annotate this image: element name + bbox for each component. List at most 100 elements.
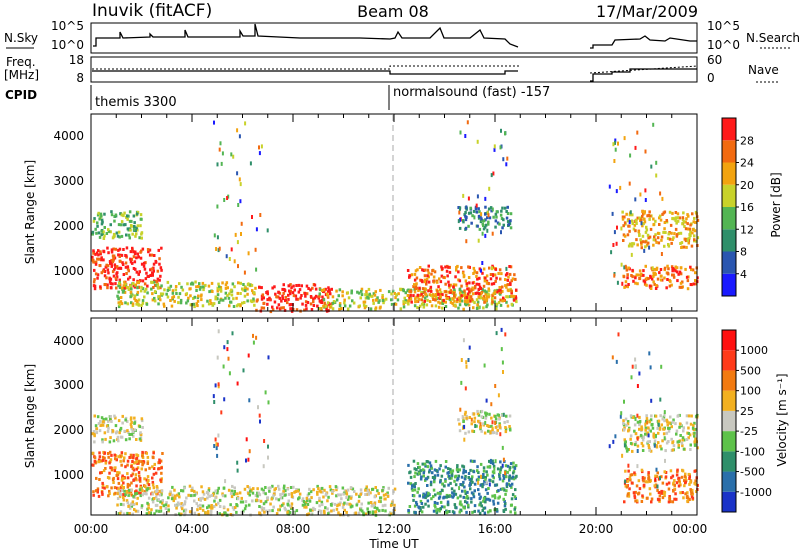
power-cell bbox=[663, 227, 666, 231]
velocity-cell bbox=[141, 493, 145, 497]
velocity-cell bbox=[180, 512, 183, 516]
velocity-cell bbox=[369, 491, 372, 495]
velocity-cell bbox=[425, 494, 428, 498]
power-cell bbox=[143, 289, 146, 293]
power-cell bbox=[291, 291, 295, 295]
velocity-cell bbox=[629, 434, 633, 438]
velocity-cell bbox=[483, 511, 487, 515]
velocity-cell bbox=[482, 506, 485, 510]
velocity-cell bbox=[640, 441, 644, 445]
velocity-ylabel: Slant Range [km] bbox=[23, 364, 37, 468]
power-cell bbox=[647, 241, 650, 245]
velocity-cell bbox=[258, 505, 261, 508]
power-cell bbox=[201, 304, 205, 308]
velocity-cell bbox=[114, 416, 117, 420]
velocity-cell bbox=[367, 501, 370, 505]
velocity-cell bbox=[624, 469, 627, 473]
power-cell bbox=[129, 250, 133, 254]
velocity-cell bbox=[343, 508, 346, 512]
power-cell bbox=[679, 231, 683, 235]
velocity-cell bbox=[155, 488, 159, 492]
power-sparse-cell bbox=[244, 121, 247, 126]
velocity-cell bbox=[308, 499, 312, 503]
power-sparse-cell bbox=[505, 266, 508, 271]
velocity-sparse-cell bbox=[631, 364, 634, 369]
power-cell bbox=[416, 268, 419, 272]
power-sparse-cell bbox=[661, 196, 664, 201]
power-colorbar-tick: 28 bbox=[740, 134, 754, 147]
power-cell bbox=[379, 305, 382, 309]
power-sparse-cell bbox=[650, 164, 653, 169]
velocity-cell bbox=[480, 476, 484, 479]
power-cell bbox=[103, 274, 107, 278]
power-cell bbox=[219, 288, 223, 292]
velocity-cell bbox=[286, 510, 289, 514]
power-cell bbox=[477, 292, 481, 296]
velocity-sparse-cell bbox=[649, 365, 652, 370]
power-cell bbox=[129, 295, 132, 299]
power-cell bbox=[118, 266, 122, 270]
power-cell bbox=[292, 284, 295, 288]
power-cell bbox=[644, 264, 647, 268]
power-cell bbox=[122, 248, 125, 251]
power-cell bbox=[396, 298, 400, 302]
velocity-cell bbox=[326, 499, 329, 503]
power-cell bbox=[273, 285, 276, 289]
beam-title: Beam 08 bbox=[357, 2, 429, 21]
velocity-cell bbox=[320, 486, 324, 490]
velocity-cell bbox=[147, 506, 150, 510]
velocity-sparse-cell bbox=[484, 420, 487, 425]
velocity-cell bbox=[121, 474, 124, 478]
velocity-cell bbox=[471, 429, 474, 433]
power-cell bbox=[96, 276, 99, 280]
velocity-cell bbox=[634, 499, 637, 503]
velocity-sparse-cell bbox=[620, 411, 623, 416]
velocity-cell bbox=[509, 484, 512, 488]
power-cell bbox=[456, 297, 459, 301]
power-cell bbox=[95, 231, 98, 235]
power-cell bbox=[137, 272, 140, 276]
power-cell bbox=[217, 287, 221, 291]
power-ytick-1000: 1000 bbox=[53, 264, 84, 278]
velocity-cell bbox=[151, 480, 155, 484]
power-cell bbox=[196, 299, 200, 303]
velocity-cell bbox=[470, 422, 473, 426]
power-cell bbox=[429, 287, 432, 291]
power-cell bbox=[185, 292, 188, 296]
power-cell bbox=[316, 304, 319, 308]
velocity-cell bbox=[645, 496, 649, 500]
power-cell bbox=[142, 264, 146, 268]
power-cell bbox=[280, 299, 283, 303]
power-cell bbox=[177, 295, 180, 299]
power-cell bbox=[114, 213, 118, 217]
power-cell bbox=[509, 212, 513, 216]
velocity-cell bbox=[513, 506, 517, 510]
velocity-cell bbox=[348, 495, 351, 499]
velocity-cell bbox=[495, 431, 499, 435]
power-cell bbox=[506, 212, 510, 215]
power-cell bbox=[211, 290, 214, 293]
velocity-cell bbox=[677, 484, 681, 488]
velocity-cell bbox=[436, 501, 439, 505]
velocity-cell bbox=[323, 511, 326, 515]
power-cell bbox=[136, 224, 140, 228]
cpid-segment-themis: themis 3300 bbox=[95, 95, 177, 110]
power-cell bbox=[684, 220, 687, 224]
velocity-cell bbox=[152, 497, 156, 500]
velocity-cell bbox=[688, 482, 691, 486]
velocity-cell bbox=[375, 506, 379, 510]
velocity-cell bbox=[279, 504, 282, 508]
power-cell bbox=[677, 232, 680, 235]
velocity-sparse-cell bbox=[212, 394, 215, 399]
power-sparse-cell bbox=[487, 213, 490, 218]
velocity-cell bbox=[231, 506, 235, 510]
velocity-cell bbox=[671, 448, 675, 452]
velocity-cell bbox=[486, 424, 489, 427]
velocity-cell bbox=[93, 434, 96, 438]
velocity-cell bbox=[443, 505, 446, 509]
freq-left-tick-high: 18 bbox=[69, 53, 84, 67]
velocity-cell bbox=[507, 482, 511, 486]
velocity-cell bbox=[487, 429, 490, 433]
power-cell bbox=[311, 286, 314, 290]
velocity-sparse-cell bbox=[464, 386, 467, 391]
